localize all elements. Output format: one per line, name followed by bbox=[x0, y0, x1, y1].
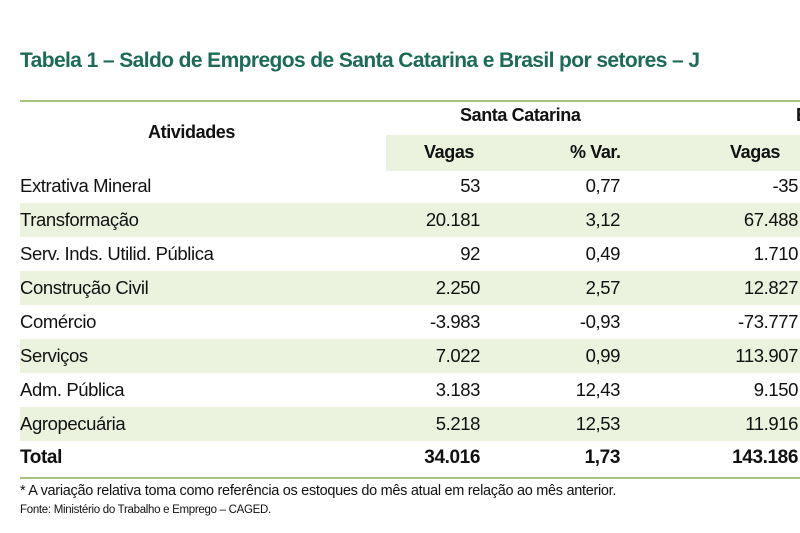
table-row: Serviços 7.022 0,99 113.907 bbox=[20, 339, 800, 373]
cell-sc-var: -0,93 bbox=[579, 311, 621, 332]
footnote: * A variação relativa toma como referênc… bbox=[20, 483, 617, 499]
cell-sc-var: 3,12 bbox=[585, 209, 621, 230]
header-santa-catarina: Santa Catarina bbox=[460, 105, 581, 125]
cell-atividade: Adm. Pública bbox=[20, 379, 125, 400]
cell-sc-vagas: -3.983 bbox=[429, 311, 480, 332]
cell-atividade: Serviços bbox=[20, 345, 88, 366]
cell-sc-vagas: 20.181 bbox=[425, 209, 481, 230]
cell-atividade: Transformação bbox=[20, 209, 139, 230]
cell-sc-var: 2,57 bbox=[585, 277, 621, 298]
table-row: Agropecuária 5.218 12,53 11.916 bbox=[20, 407, 800, 441]
table-row: Serv. Inds. Utilid. Pública 92 0,49 1.710 bbox=[20, 237, 800, 271]
cell-sc-var: 0,99 bbox=[585, 345, 621, 366]
subheader-band bbox=[386, 135, 800, 171]
cell-br-vagas: 1.710 bbox=[753, 243, 799, 264]
table-title: Tabela 1 – Saldo de Empregos de Santa Ca… bbox=[20, 49, 700, 72]
source-note: Fonte: Ministério do Trabalho e Emprego … bbox=[20, 504, 271, 516]
cell-atividade: Construção Civil bbox=[20, 277, 149, 298]
cell-br-vagas: 143.186 bbox=[732, 447, 798, 468]
cell-sc-vagas: 2.250 bbox=[435, 277, 481, 298]
cell-atividade: Serv. Inds. Utilid. Pública bbox=[20, 243, 214, 264]
table-row: Comércio -3.983 -0,93 -73.777 bbox=[20, 305, 800, 339]
cell-atividade: Total bbox=[20, 447, 62, 468]
cell-sc-var: 1,73 bbox=[584, 447, 621, 468]
header-brasil: B bbox=[796, 105, 800, 126]
table-row: Adm. Pública 3.183 12,43 9.150 bbox=[20, 373, 800, 407]
cell-br-vagas: 67.488 bbox=[743, 209, 799, 230]
table-row: Extrativa Mineral 53 0,77 -35 bbox=[20, 169, 800, 203]
cell-br-vagas: -35 bbox=[772, 175, 798, 196]
cell-sc-vagas: 7.022 bbox=[435, 345, 481, 366]
table-row: Transformação 20.181 3,12 67.488 bbox=[20, 203, 800, 237]
header-br-vagas: Vagas bbox=[730, 142, 781, 162]
cell-sc-vagas: 53 bbox=[460, 175, 480, 196]
cell-sc-var: 0,77 bbox=[585, 175, 621, 196]
cell-atividade: Agropecuária bbox=[20, 413, 126, 434]
total-row: Total 34.016 1,73 143.186 bbox=[20, 441, 800, 475]
cell-br-vagas: 113.907 bbox=[735, 345, 798, 366]
cell-sc-var: 12,43 bbox=[575, 379, 621, 400]
cell-atividade: Extrativa Mineral bbox=[20, 175, 151, 196]
cell-br-vagas: 11.916 bbox=[745, 413, 798, 434]
cell-br-vagas: 9.150 bbox=[753, 379, 799, 400]
header-sc-vagas: Vagas bbox=[424, 142, 475, 162]
cell-sc-vagas: 92 bbox=[460, 243, 480, 264]
cell-sc-var: 0,49 bbox=[585, 243, 621, 264]
cell-sc-vagas: 34.016 bbox=[424, 447, 480, 468]
bottom-rule bbox=[20, 477, 800, 479]
cell-sc-vagas: 5.218 bbox=[435, 413, 481, 434]
cell-sc-var: 12,53 bbox=[575, 413, 621, 434]
header-sc-var: % Var. bbox=[570, 142, 621, 162]
cell-br-vagas: -73.777 bbox=[738, 311, 798, 332]
cell-br-vagas: 12.827 bbox=[743, 277, 799, 298]
top-rule bbox=[20, 100, 800, 102]
cell-atividade: Comércio bbox=[20, 311, 96, 332]
cell-sc-vagas: 3.183 bbox=[435, 379, 481, 400]
header-atividades: Atividades bbox=[148, 122, 236, 142]
table-row: Construção Civil 2.250 2,57 12.827 bbox=[20, 271, 800, 305]
